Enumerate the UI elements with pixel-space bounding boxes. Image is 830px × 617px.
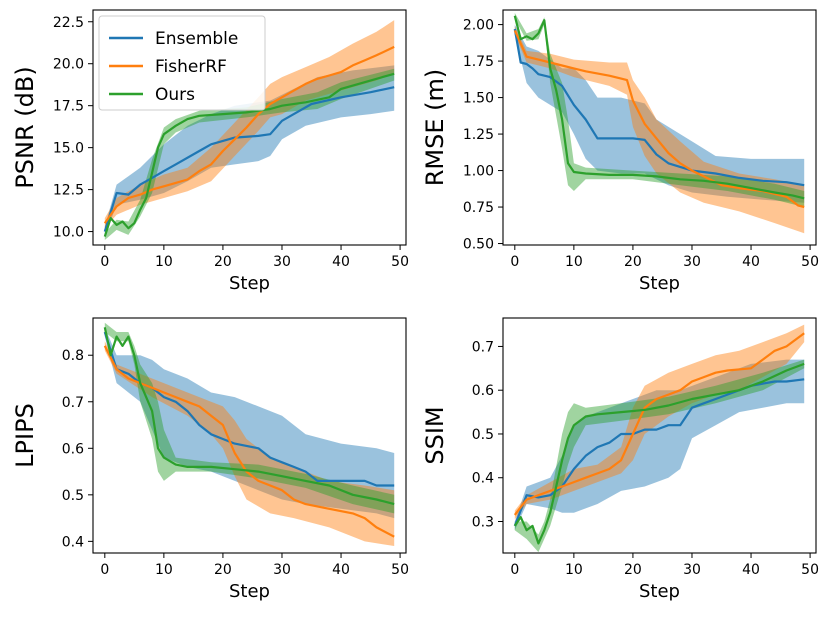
chart-panel-3: 0 10 20 30 40 50 0.4 0.5 0.6 0.7 0.8 Step LPIPS [11,317,409,602]
series-line-fisherrf [103,345,395,538]
band-ensemble [514,24,805,203]
chart-panel-1: 0 10 20 30 40 50 10.0 12.5 15.0 17.5 20.0 22.5 Step P… [11,9,409,294]
y-tick-label: 0.6 [62,441,84,457]
y-tick-label: 10.0 [53,225,84,241]
x-tick-label: 30 [683,562,701,578]
x-tick-label: 10 [155,254,173,270]
series-line-ours [513,15,805,200]
y-tick-label: 0.7 [472,339,494,355]
y-tick-label: 17.5 [53,99,84,115]
y-tick-label: 0.4 [62,534,84,550]
y-tick-label: 0.4 [472,471,494,487]
x-tick-label: 40 [742,562,760,578]
plot-area [513,12,805,234]
y-axis-label: RMSE (m) [421,69,449,187]
x-axis-label: Step [229,581,270,602]
series-line-ensemble [513,28,805,187]
y-tick-label: 1.50 [463,91,494,107]
x-tick-label: 20 [624,562,642,578]
x-tick-label: 50 [391,254,409,270]
axes-frame [502,9,817,246]
legend: Ensemble FisherRF Ours [98,15,266,111]
band-ensemble [104,327,395,519]
band-ensemble [104,65,395,237]
x-tick-label: 0 [510,254,519,270]
y-tick-label: 0.5 [62,488,84,504]
y-tick-label: 2.00 [463,18,494,34]
series-line-fisherrf [103,45,395,224]
plot-area [103,322,395,546]
y-tick-label: 0.6 [472,383,494,399]
y-tick-label: 1.75 [463,54,494,70]
y-tick-label: 0.5 [472,427,494,443]
x-tick-label: 10 [565,254,583,270]
series-line-fisherrf [513,29,805,209]
x-tick-label: 20 [624,254,642,270]
band-fisherrf [514,324,805,520]
legend-label-ours: Ours [155,85,195,105]
y-tick-label: 0.3 [472,514,494,530]
y-axis-label: SSIM [421,406,449,464]
x-tick-label: 50 [391,562,409,578]
band-ours [514,359,805,553]
y-tick-label: 0.75 [463,200,494,216]
x-tick-label: 20 [214,562,232,578]
x-tick-label: 0 [510,562,519,578]
x-tick-label: 10 [565,562,583,578]
x-tick-label: 20 [214,254,232,270]
axes-frame [502,317,817,554]
series-line-ours [513,362,805,545]
x-tick-label: 0 [100,254,109,270]
x-tick-label: 40 [332,254,350,270]
series-line-ours [103,327,395,506]
chart-panel-2: 0 10 20 30 40 50 0.50 0.75 1.00 1.25 1.50 1.75 2.00 S… [421,9,819,294]
band-fisherrf [104,341,395,546]
x-tick-label: 10 [155,562,173,578]
y-tick-label: 15.0 [53,141,84,157]
x-axis-label: Step [639,581,680,602]
plot-area [103,20,395,240]
x-tick-label: 30 [683,254,701,270]
x-tick-label: 50 [801,254,819,270]
x-tick-label: 0 [100,562,109,578]
y-tick-label: 12.5 [53,183,84,199]
x-tick-label: 40 [332,562,350,578]
x-tick-label: 30 [273,562,291,578]
series-line-fisherrf [513,332,805,516]
y-tick-label: 0.7 [62,395,84,411]
y-axis-label: PSNR (dB) [11,66,39,188]
legend-label-ensemble: Ensemble [155,29,238,49]
x-tick-label: 40 [742,254,760,270]
y-tick-label: 20.0 [53,57,84,73]
y-tick-label: 1.00 [463,164,494,180]
chart-panel-4: 0 10 20 30 40 50 0.3 0.4 0.5 0.6 0.7 Step SSIM [421,317,819,602]
axes-frame [92,9,407,246]
x-axis-label: Step [229,273,270,294]
legend-label-fisherrf: FisherRF [155,57,227,77]
x-tick-label: 30 [273,254,291,270]
series-line-ensemble [103,86,395,232]
y-tick-label: 0.50 [463,237,494,253]
band-ensemble [514,359,805,531]
legend-box [98,15,266,111]
band-fisherrf [514,26,805,234]
band-ours [514,12,805,208]
axes-frame [92,317,407,554]
x-axis-label: Step [639,273,680,294]
y-axis-label: LPIPS [11,403,39,468]
y-tick-label: 1.25 [463,127,494,143]
x-tick-label: 50 [801,562,819,578]
y-tick-label: 22.5 [53,15,84,31]
plot-area [513,324,805,553]
y-tick-label: 0.8 [62,348,84,364]
series-line-ours [103,72,395,237]
